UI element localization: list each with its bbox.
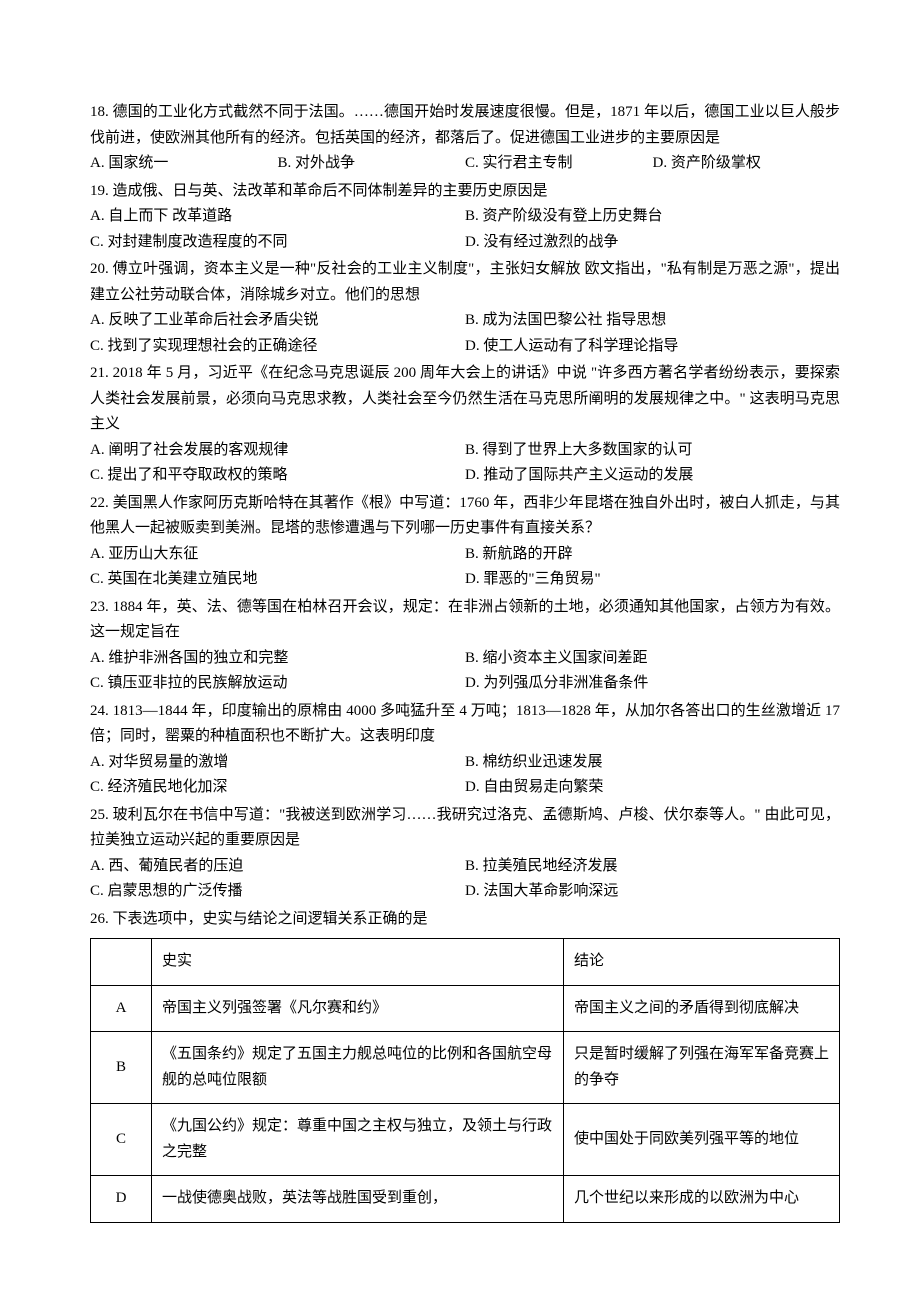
q19-D: D. 没有经过激烈的战争 [465, 230, 840, 256]
q23-options: A. 维护非洲各国的独立和完整 B. 缩小资本主义国家间差距 C. 镇压亚非拉的… [90, 646, 840, 697]
q24-C: C. 经济殖民地化加深 [90, 775, 465, 801]
q23-D: D. 为列强瓜分非洲准备条件 [465, 671, 840, 697]
q26-table: 史实 结论 A 帝国主义列强签署《凡尔赛和约》 帝国主义之间的矛盾得到彻底解决 … [90, 938, 840, 1223]
q22-options: A. 亚历山大东征 B. 新航路的开辟 C. 英国在北美建立殖民地 D. 罪恶的… [90, 542, 840, 593]
q26-D-letter: D [91, 1176, 152, 1223]
q21-B: B. 得到了世界上大多数国家的认可 [465, 438, 840, 464]
question-23: 23. 1884 年，英、法、德等国在柏林召开会议，规定：在非洲占领新的土地，必… [90, 595, 840, 697]
question-24: 24. 1813—1844 年，印度输出的原棉由 4000 多吨猛升至 4 万吨… [90, 699, 840, 801]
q19-C: C. 对封建制度改造程度的不同 [90, 230, 465, 256]
q18-stem: 18. 德国的工业化方式截然不同于法国。……德国开始时发展速度很慢。但是，187… [90, 100, 840, 151]
q21-options: A. 阐明了社会发展的客观规律 B. 得到了世界上大多数国家的认可 C. 提出了… [90, 438, 840, 489]
q19-options: A. 自上而下 改革道路 B. 资产阶级没有登上历史舞台 C. 对封建制度改造程… [90, 204, 840, 255]
q26-B-conclusion: 只是暂时缓解了列强在海军军备竞赛上的争夺 [563, 1032, 839, 1104]
q26-row-D: D 一战使德奥战败，英法等战胜国受到重创， 几个世纪以来形成的以欧洲为中心 [91, 1176, 840, 1223]
q18-C: C. 实行君主专制 [465, 151, 653, 177]
q26-A-letter: A [91, 985, 152, 1032]
q25-D: D. 法国大革命影响深远 [465, 879, 840, 905]
question-19: 19. 造成俄、日与英、法改革和革命后不同体制差异的主要历史原因是 A. 自上而… [90, 179, 840, 256]
q20-stem: 20. 傅立叶强调，资本主义是一种"反社会的工业主义制度"，主张妇女解放 欧文指… [90, 257, 840, 308]
q18-options: A. 国家统一 B. 对外战争 C. 实行君主专制 D. 资产阶级掌权 [90, 151, 840, 177]
q26-B-fact: 《五国条约》规定了五国主力舰总吨位的比例和各国航空母舰的总吨位限额 [152, 1032, 564, 1104]
q26-B-letter: B [91, 1032, 152, 1104]
q26-D-conclusion: 几个世纪以来形成的以欧洲为中心 [563, 1176, 839, 1223]
q24-D: D. 自由贸易走向繁荣 [465, 775, 840, 801]
q26-A-conclusion: 帝国主义之间的矛盾得到彻底解决 [563, 985, 839, 1032]
q19-stem: 19. 造成俄、日与英、法改革和革命后不同体制差异的主要历史原因是 [90, 179, 840, 205]
q26-A-fact: 帝国主义列强签署《凡尔赛和约》 [152, 985, 564, 1032]
q18-D: D. 资产阶级掌权 [653, 151, 841, 177]
exam-page: 18. 德国的工业化方式截然不同于法国。……德国开始时发展速度很慢。但是，187… [0, 0, 920, 1305]
q20-options: A. 反映了工业革命后社会矛盾尖锐 B. 成为法国巴黎公社 指导思想 C. 找到… [90, 308, 840, 359]
q26-C-conclusion: 使中国处于同欧美列强平等的地位 [563, 1104, 839, 1176]
q20-D: D. 使工人运动有了科学理论指导 [465, 334, 840, 360]
q25-B: B. 拉美殖民地经济发展 [465, 854, 840, 880]
question-26: 26. 下表选项中，史实与结论之间逻辑关系正确的是 史实 结论 A 帝国主义列强… [90, 907, 840, 1223]
q22-A: A. 亚历山大东征 [90, 542, 465, 568]
q26-C-fact: 《九国公约》规定：尊重中国之主权与独立，及领土与行政之完整 [152, 1104, 564, 1176]
q23-A: A. 维护非洲各国的独立和完整 [90, 646, 465, 672]
q22-C: C. 英国在北美建立殖民地 [90, 567, 465, 593]
q26-header-fact: 史实 [152, 939, 564, 986]
q21-stem: 21. 2018 年 5 月，习近平《在纪念马克思诞辰 200 周年大会上的讲话… [90, 361, 840, 438]
q26-table-header-row: 史实 结论 [91, 939, 840, 986]
q19-B: B. 资产阶级没有登上历史舞台 [465, 204, 840, 230]
q23-C: C. 镇压亚非拉的民族解放运动 [90, 671, 465, 697]
q20-C: C. 找到了实现理想社会的正确途径 [90, 334, 465, 360]
q26-header-conclusion: 结论 [563, 939, 839, 986]
q24-stem: 24. 1813—1844 年，印度输出的原棉由 4000 多吨猛升至 4 万吨… [90, 699, 840, 750]
question-25: 25. 玻利瓦尔在书信中写道："我被送到欧洲学习……我研究过洛克、孟德斯鸠、卢梭… [90, 803, 840, 905]
q25-C: C. 启蒙思想的广泛传播 [90, 879, 465, 905]
q25-stem: 25. 玻利瓦尔在书信中写道："我被送到欧洲学习……我研究过洛克、孟德斯鸠、卢梭… [90, 803, 840, 854]
q25-options: A. 西、葡殖民者的压迫 B. 拉美殖民地经济发展 C. 启蒙思想的广泛传播 D… [90, 854, 840, 905]
q21-D: D. 推动了国际共产主义运动的发展 [465, 463, 840, 489]
q22-B: B. 新航路的开辟 [465, 542, 840, 568]
q26-row-B: B 《五国条约》规定了五国主力舰总吨位的比例和各国航空母舰的总吨位限额 只是暂时… [91, 1032, 840, 1104]
q25-A: A. 西、葡殖民者的压迫 [90, 854, 465, 880]
q26-stem: 26. 下表选项中，史实与结论之间逻辑关系正确的是 [90, 907, 840, 933]
question-20: 20. 傅立叶强调，资本主义是一种"反社会的工业主义制度"，主张妇女解放 欧文指… [90, 257, 840, 359]
q26-row-C: C 《九国公约》规定：尊重中国之主权与独立，及领土与行政之完整 使中国处于同欧美… [91, 1104, 840, 1176]
question-18: 18. 德国的工业化方式截然不同于法国。……德国开始时发展速度很慢。但是，187… [90, 100, 840, 177]
q21-C: C. 提出了和平夺取政权的策略 [90, 463, 465, 489]
q23-B: B. 缩小资本主义国家间差距 [465, 646, 840, 672]
q18-A: A. 国家统一 [90, 151, 278, 177]
question-21: 21. 2018 年 5 月，习近平《在纪念马克思诞辰 200 周年大会上的讲话… [90, 361, 840, 489]
q22-stem: 22. 美国黑人作家阿历克斯哈特在其著作《根》中写道：1760 年，西非少年昆塔… [90, 491, 840, 542]
q24-A: A. 对华贸易量的激增 [90, 750, 465, 776]
q22-D: D. 罪恶的"三角贸易" [465, 567, 840, 593]
q26-row-A: A 帝国主义列强签署《凡尔赛和约》 帝国主义之间的矛盾得到彻底解决 [91, 985, 840, 1032]
q26-C-letter: C [91, 1104, 152, 1176]
q19-A: A. 自上而下 改革道路 [90, 204, 465, 230]
q21-A: A. 阐明了社会发展的客观规律 [90, 438, 465, 464]
question-22: 22. 美国黑人作家阿历克斯哈特在其著作《根》中写道：1760 年，西非少年昆塔… [90, 491, 840, 593]
q26-D-fact: 一战使德奥战败，英法等战胜国受到重创， [152, 1176, 564, 1223]
q26-header-blank [91, 939, 152, 986]
q18-B: B. 对外战争 [278, 151, 466, 177]
q20-A: A. 反映了工业革命后社会矛盾尖锐 [90, 308, 465, 334]
q24-options: A. 对华贸易量的激增 B. 棉纺织业迅速发展 C. 经济殖民地化加深 D. 自… [90, 750, 840, 801]
q24-B: B. 棉纺织业迅速发展 [465, 750, 840, 776]
q23-stem: 23. 1884 年，英、法、德等国在柏林召开会议，规定：在非洲占领新的土地，必… [90, 595, 840, 646]
q20-B: B. 成为法国巴黎公社 指导思想 [465, 308, 840, 334]
